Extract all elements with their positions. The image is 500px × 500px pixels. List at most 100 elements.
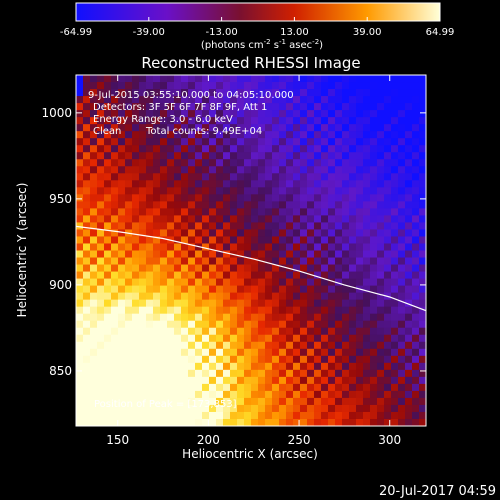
heatmap-cell [174,180,182,188]
heatmap-cell [104,180,112,188]
heatmap-cell [321,89,329,97]
heatmap-cell [328,271,336,279]
heatmap-cell [272,103,280,111]
heatmap-cell [356,82,364,90]
heatmap-cell [125,96,133,104]
heatmap-cell [286,320,294,329]
heatmap-cell [160,404,168,413]
heatmap-cell [111,348,119,357]
heatmap-cell [314,201,322,209]
heatmap-cell [370,208,378,216]
heatmap-cell [258,75,266,83]
heatmap-cell [328,362,336,371]
heatmap-cell [104,334,112,343]
heatmap-cell [391,138,399,146]
heatmap-cell [279,404,287,413]
heatmap-cell [328,313,336,322]
heatmap-cell [76,117,84,125]
heatmap-cell [335,145,343,153]
heatmap-cell [419,243,426,251]
heatmap-cell [83,348,91,357]
colorbar-tick-label: 39.00 [353,27,382,38]
heatmap-cell [111,404,119,413]
heatmap-cell [377,383,385,392]
heatmap-cell [174,89,182,97]
heatmap-cell [76,236,84,244]
heatmap-cell [328,418,336,426]
heatmap-cell [391,103,399,111]
heatmap-cell [307,271,315,279]
heatmap-cell [174,355,182,364]
heatmap-cell [265,299,273,308]
heatmap-cell [307,222,315,230]
heatmap-cell [286,390,294,399]
heatmap-cell [181,257,189,265]
heatmap-cell [412,215,420,223]
heatmap-cell [111,152,119,160]
heatmap-cell [76,96,84,104]
heatmap-cell [209,75,217,83]
heatmap-cell [244,390,252,399]
heatmap-cell [405,285,413,294]
heatmap-cell [349,75,357,83]
heatmap-cell [314,243,322,251]
heatmap-cell [405,243,413,251]
heatmap-cell [181,411,189,420]
heatmap-cell [167,334,175,343]
heatmap-cell [300,110,308,118]
heatmap-cell [419,383,426,392]
heatmap-cell [153,75,161,83]
heatmap-cell [328,117,336,125]
heatmap-cell [335,89,343,97]
heatmap-cell [300,313,308,322]
heatmap-cell [265,201,273,209]
heatmap-cell [419,166,426,174]
heatmap-cell [195,110,203,118]
heatmap-cell [160,355,168,364]
heatmap-cell [188,278,196,286]
heatmap-cell [195,327,203,336]
heatmap-cell [314,264,322,272]
heatmap-cell [335,404,343,413]
heatmap-cell [174,348,182,357]
heatmap-cell [272,292,280,301]
heatmap-cell [153,187,161,195]
heatmap-cell [111,96,119,104]
heatmap-cell [307,404,315,413]
heatmap-cell [230,145,238,153]
heatmap-cell [132,222,140,230]
heatmap-cell [174,376,182,385]
heatmap-cell [307,397,315,406]
heatmap-cell [272,383,280,392]
heatmap-cell [412,306,420,315]
heatmap-cell [174,306,182,315]
heatmap-cell [363,152,371,160]
heatmap-cell [342,215,350,223]
heatmap-cell [132,173,140,181]
heatmap-cell [111,362,119,371]
heatmap-cell [377,75,385,83]
heatmap-cell [244,131,252,139]
heatmap-cell [314,278,322,286]
heatmap-cell [153,166,161,174]
heatmap-cell [223,250,231,258]
heatmap-cell [132,306,140,315]
heatmap-cell [363,362,371,371]
heatmap-cell [307,194,315,202]
heatmap-cell [83,103,91,111]
heatmap-cell [384,187,392,195]
heatmap-cell [391,117,399,125]
heatmap-cell [195,320,203,329]
heatmap-cell [405,327,413,336]
heatmap-cell [412,173,420,181]
heatmap-cell [83,222,91,230]
heatmap-cell [146,229,154,237]
heatmap-cell [97,285,105,294]
heatmap-cell [370,376,378,385]
heatmap-cell [321,418,329,426]
heatmap-cell [398,131,406,139]
heatmap-cell [146,264,154,272]
heatmap-cell [258,264,266,272]
heatmap-cell [209,411,217,420]
heatmap-cell [167,327,175,336]
